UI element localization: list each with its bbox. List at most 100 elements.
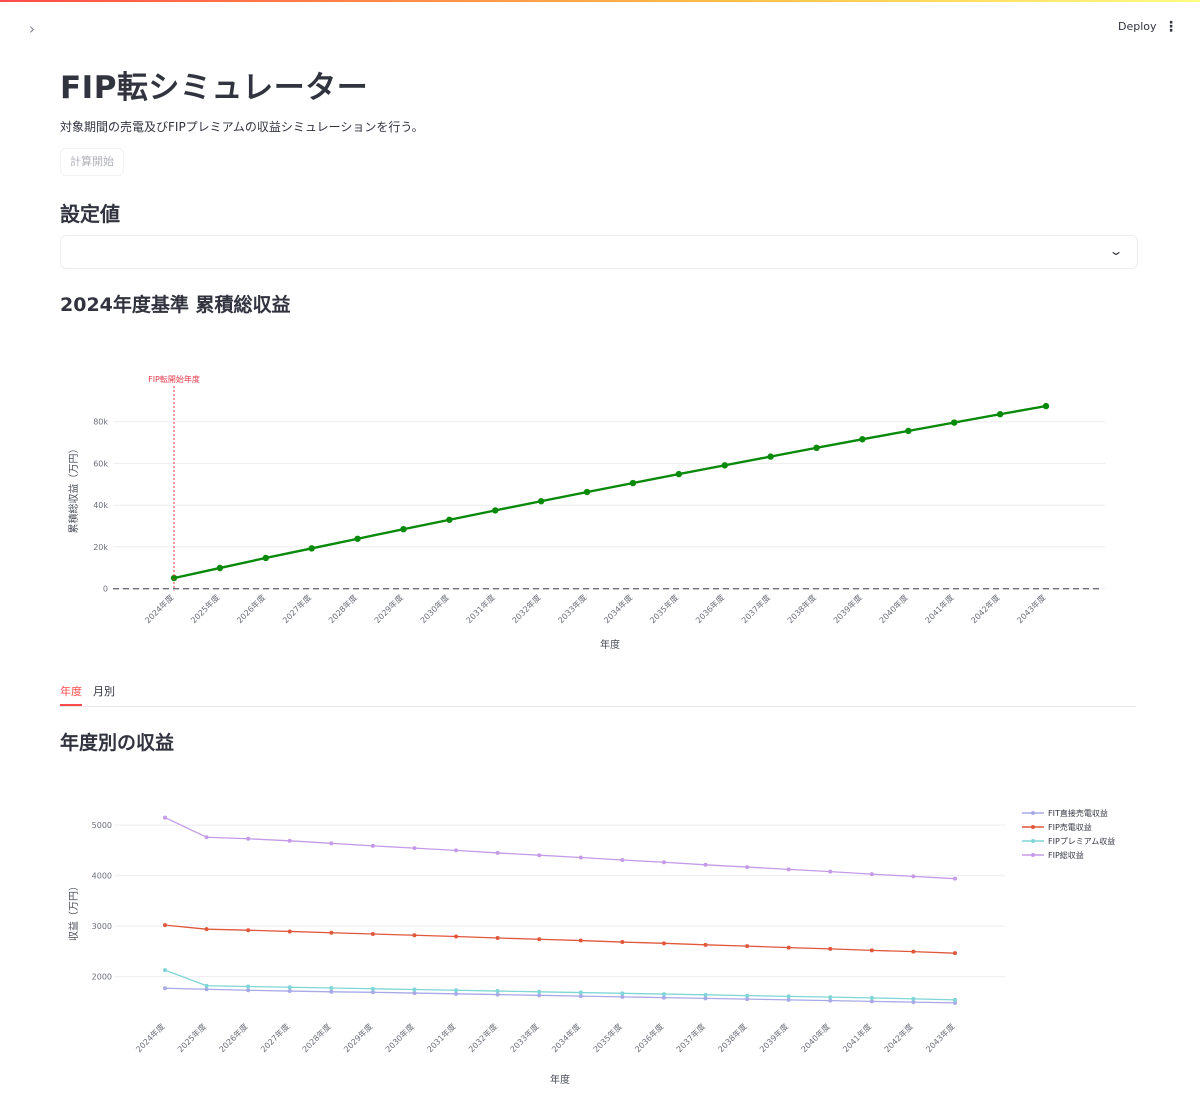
- data-point: [869, 999, 874, 1004]
- data-point: [869, 872, 874, 877]
- x-tick-label: 2042年度: [882, 1021, 915, 1054]
- series-line: [164, 816, 956, 880]
- data-point: [204, 835, 209, 840]
- data-point: [412, 987, 417, 992]
- data-point: [786, 867, 791, 872]
- data-point: [329, 930, 334, 935]
- data-point: [412, 933, 417, 938]
- data-point: [828, 998, 833, 1003]
- tab-bar: 年度 月別: [60, 680, 1136, 707]
- yearly-revenue-chart: 2000 3000 4000 5000 2024年度 2025年度 2026年度 2027年度…: [67, 808, 1115, 1086]
- x-tick-label: 2036年度: [633, 1021, 666, 1054]
- data-point: [329, 986, 334, 991]
- x-tick-label: 2035年度: [647, 592, 680, 625]
- x-tick-label: 2038年度: [716, 1021, 749, 1054]
- x-tick-label: 2034年度: [602, 592, 635, 625]
- settings-heading: 設定値: [60, 202, 120, 226]
- data-point: [620, 994, 625, 999]
- data-point: [454, 988, 459, 993]
- data-point: [745, 993, 750, 998]
- top-decoration-bar: [0, 0, 1200, 2]
- y-tick-label: 4000: [92, 872, 112, 881]
- data-point: [828, 995, 833, 1000]
- tab-monthly[interactable]: 月別: [93, 685, 115, 698]
- x-tick-label: 2028年度: [326, 592, 359, 625]
- data-point: [370, 990, 375, 995]
- x-tick-label: 2041年度: [923, 592, 956, 625]
- data-point: [1042, 402, 1050, 410]
- x-tick-label: 2026年度: [217, 1021, 250, 1054]
- x-tick-label: 2030年度: [383, 1021, 416, 1054]
- data-point: [246, 928, 251, 933]
- x-tick-label: 2030年度: [418, 592, 451, 625]
- data-point: [953, 876, 957, 881]
- deploy-button[interactable]: Deploy: [1118, 20, 1157, 33]
- x-tick-label: 2040年度: [877, 592, 910, 625]
- data-point: [869, 995, 874, 1000]
- y-tick-label: 80k: [93, 418, 108, 427]
- data-point: [911, 996, 916, 1001]
- data-point: [287, 838, 292, 843]
- y-tick-label: 60k: [93, 459, 108, 468]
- data-point: [495, 850, 500, 855]
- data-point: [828, 869, 833, 874]
- data-point: [246, 984, 251, 989]
- data-point: [578, 994, 583, 999]
- x-tick-label: 2033年度: [556, 592, 589, 625]
- start-calculation-button[interactable]: 計算開始: [60, 148, 124, 176]
- data-point: [329, 989, 334, 994]
- x-tick-label: 2024年度: [143, 592, 176, 625]
- x-tick-label: 2043年度: [1015, 592, 1048, 625]
- vertical-ellipsis-icon[interactable]: ⋮: [1164, 19, 1178, 35]
- y-axis-title: 収益（万円）: [67, 881, 80, 941]
- data-point: [537, 993, 542, 998]
- x-tick-label: 2027年度: [258, 1021, 291, 1054]
- data-point: [661, 995, 666, 1000]
- data-point: [745, 944, 750, 949]
- data-point: [578, 855, 583, 860]
- series-line: [173, 404, 1047, 580]
- data-point: [287, 929, 292, 934]
- data-point: [953, 951, 957, 956]
- y-tick-label: 3000: [92, 922, 112, 931]
- data-point: [370, 931, 375, 936]
- data-point: [204, 983, 209, 988]
- page-title: FIP転シミュレーター: [60, 70, 369, 106]
- x-tick-label: 2036年度: [693, 592, 726, 625]
- data-point: [412, 991, 417, 996]
- data-point: [287, 989, 292, 994]
- data-point: [661, 992, 666, 997]
- data-point: [163, 968, 167, 973]
- series-line: [164, 924, 956, 954]
- x-tick-label: 2028年度: [300, 1021, 333, 1054]
- data-point: [163, 923, 167, 928]
- x-tick-label: 2041年度: [840, 1021, 873, 1054]
- data-point: [953, 997, 957, 1002]
- data-point: [163, 986, 167, 991]
- chevron-right-icon[interactable]: ›: [29, 20, 35, 38]
- data-point: [246, 836, 251, 841]
- x-tick-label: 2034年度: [549, 1021, 582, 1054]
- y-axis-title: 累積総収益（万円）: [67, 444, 80, 534]
- data-point: [911, 1000, 916, 1005]
- y-tick-label: 40k: [93, 501, 108, 510]
- x-tick-label: 2042年度: [969, 592, 1002, 625]
- y-tick-label: 5000: [92, 821, 112, 830]
- data-point: [204, 987, 209, 992]
- x-tick-label: 2039年度: [831, 592, 864, 625]
- data-point: [620, 940, 625, 945]
- data-point: [869, 948, 874, 953]
- data-point: [370, 986, 375, 991]
- data-point: [163, 815, 167, 820]
- data-point: [703, 862, 708, 867]
- settings-expander[interactable]: ⌄: [60, 235, 1138, 269]
- x-tick-label: 2037年度: [674, 1021, 707, 1054]
- x-tick-label: 2040年度: [799, 1021, 832, 1054]
- data-point: [204, 927, 209, 932]
- legend-marker: [1031, 839, 1035, 843]
- x-tick-label: 2032年度: [466, 1021, 499, 1054]
- x-tick-label: 2039年度: [757, 1021, 790, 1054]
- tab-yearly[interactable]: 年度: [60, 685, 82, 698]
- data-point: [620, 857, 625, 862]
- cumulative-revenue-chart: 0 20k 40k 60k 80k 2024年度 2025年度 2026年度 2027年度 202…: [67, 374, 1105, 651]
